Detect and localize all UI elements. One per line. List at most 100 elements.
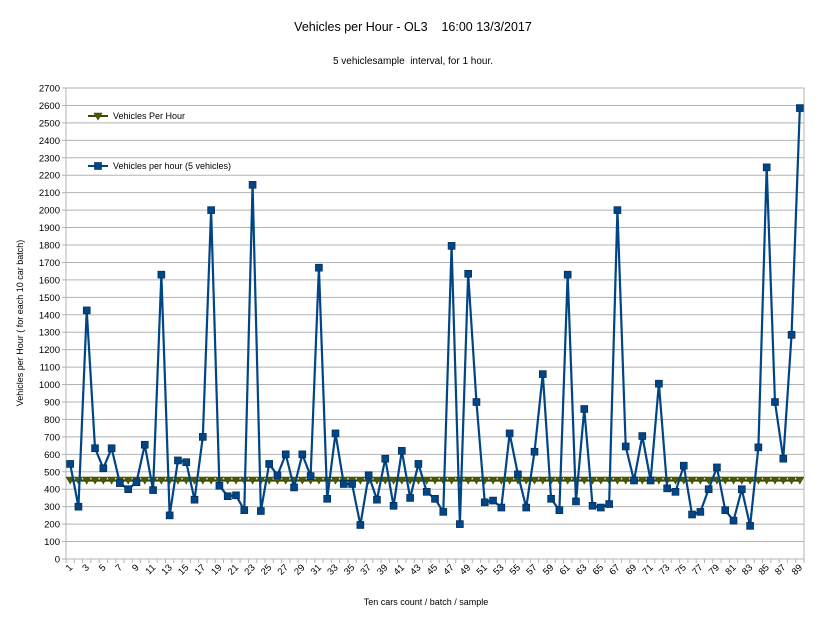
x-tick-label: 41 (392, 562, 407, 577)
data-point-constant (463, 476, 473, 485)
data-point-main (696, 508, 705, 516)
x-tick-label: 11 (143, 562, 158, 577)
legend-square-marker (94, 162, 102, 170)
x-tick-label: 31 (309, 562, 324, 577)
data-point-main (738, 485, 746, 494)
x-tick-label: 27 (276, 562, 291, 577)
y-tick-label: 700 (44, 432, 60, 443)
data-point-main (489, 496, 497, 505)
x-tick-label: 79 (707, 562, 722, 577)
legend-triangle-marker (93, 112, 103, 121)
data-point-constant (107, 476, 117, 485)
chart-subtitle: 5 vehiclesample interval, for 1 hour. (333, 56, 493, 67)
x-tick-label: 65 (591, 562, 606, 577)
x-tick-label: 87 (773, 562, 788, 577)
data-point-main (107, 444, 116, 453)
y-tick-label: 1800 (39, 241, 60, 252)
data-point-constant (471, 476, 481, 485)
data-point-main (339, 480, 348, 488)
legend-label-constant: Vehicles Per Hour (113, 111, 185, 121)
data-point-main (132, 478, 141, 487)
x-tick-label: 35 (342, 562, 357, 577)
x-tick-label: 75 (674, 562, 689, 577)
x-tick-label: 3 (80, 562, 92, 574)
data-point-constant (704, 476, 714, 485)
y-tick-label: 2400 (39, 136, 60, 147)
data-point-constant (505, 476, 515, 485)
legend: Vehicles Per Hour Vehicles per hour (5 v… (88, 111, 231, 171)
series-vehicles-per-hour (65, 476, 805, 485)
data-point-main (265, 460, 273, 468)
data-point-constant (422, 476, 432, 485)
y-tick-label: 1200 (39, 345, 60, 356)
x-tick-label: 61 (558, 562, 573, 577)
data-point-main (787, 331, 796, 339)
data-point-main (472, 398, 481, 406)
data-point-main (613, 206, 622, 214)
data-point-main (497, 503, 506, 512)
data-point-constant (787, 476, 797, 485)
x-tick-label: 85 (757, 562, 772, 577)
data-point-main (779, 454, 788, 463)
data-point-main (149, 486, 157, 494)
data-point-constant (612, 476, 622, 485)
data-point-main (646, 476, 655, 485)
data-point-main (157, 270, 166, 279)
x-tick-label: 23 (242, 562, 257, 577)
y-tick-label: 1000 (39, 380, 60, 391)
data-point-main (713, 463, 721, 472)
x-tick-label: 49 (458, 562, 473, 577)
y-axis-label: Vehicles per Hour ( for each 10 car batc… (15, 240, 25, 407)
x-tick-label: 71 (640, 562, 655, 577)
data-point-main (207, 206, 215, 214)
data-point-constant (753, 476, 763, 485)
data-point-main (663, 484, 671, 493)
data-point-constant (140, 476, 150, 485)
data-point-main (422, 488, 431, 496)
y-tick-label: 2700 (39, 84, 60, 95)
data-point-constant (778, 476, 788, 485)
data-point-main (373, 495, 381, 504)
data-point-main (331, 429, 340, 438)
data-point-main (746, 522, 754, 530)
data-point-constant (372, 476, 382, 485)
x-tick-label: 73 (657, 562, 672, 577)
data-point-constant (355, 476, 365, 485)
data-point-main (232, 491, 240, 500)
y-tick-label: 800 (44, 415, 60, 426)
x-axis-ticks: 1 3 5 7 9 11 13 15 17 19 21 23 25 27 29 31 33 35 37 39 41 43 4… (64, 559, 805, 578)
data-point-main (124, 485, 132, 494)
x-tick-label: 53 (491, 562, 506, 577)
series-vehicles-per-hour-5 (66, 104, 804, 530)
data-point-constant (795, 476, 805, 485)
x-tick-label: 25 (259, 562, 274, 577)
data-point-main (630, 476, 638, 485)
data-point-constant (762, 476, 772, 485)
y-tick-label: 1400 (39, 310, 60, 321)
chart-title: Vehicles per Hour - OL3 16:00 13/3/2017 (294, 20, 532, 34)
data-point-constant (181, 476, 191, 485)
data-point-main (505, 429, 514, 438)
data-point-main (480, 498, 489, 507)
data-point-constant (90, 476, 100, 485)
data-point-main (555, 506, 564, 514)
y-tick-label: 200 (44, 520, 60, 531)
x-tick-label: 69 (624, 562, 639, 577)
x-tick-label: 47 (441, 562, 456, 577)
data-point-main (315, 263, 323, 272)
data-point-constant (314, 476, 324, 485)
data-point-main (621, 442, 630, 451)
data-point-main (116, 479, 124, 487)
data-point-main (754, 443, 763, 452)
data-point-constant (413, 476, 423, 485)
data-point-main (348, 480, 356, 488)
data-point-constant (563, 476, 573, 485)
data-point-main (323, 495, 332, 503)
data-point-constant (447, 476, 457, 485)
data-point-constant (389, 476, 399, 485)
data-point-main (688, 510, 696, 519)
x-axis-label: Ten cars count / batch / sample (364, 597, 489, 607)
data-point-main (174, 456, 182, 465)
data-point-main (588, 501, 597, 510)
data-point-main (140, 440, 149, 449)
